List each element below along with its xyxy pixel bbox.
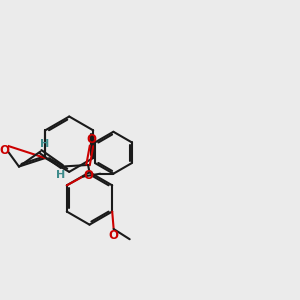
Text: H: H [56,170,65,180]
Text: H: H [40,139,50,149]
Text: O: O [83,169,93,182]
Text: O: O [0,144,9,157]
Text: O: O [86,134,97,146]
Text: O: O [109,229,119,242]
